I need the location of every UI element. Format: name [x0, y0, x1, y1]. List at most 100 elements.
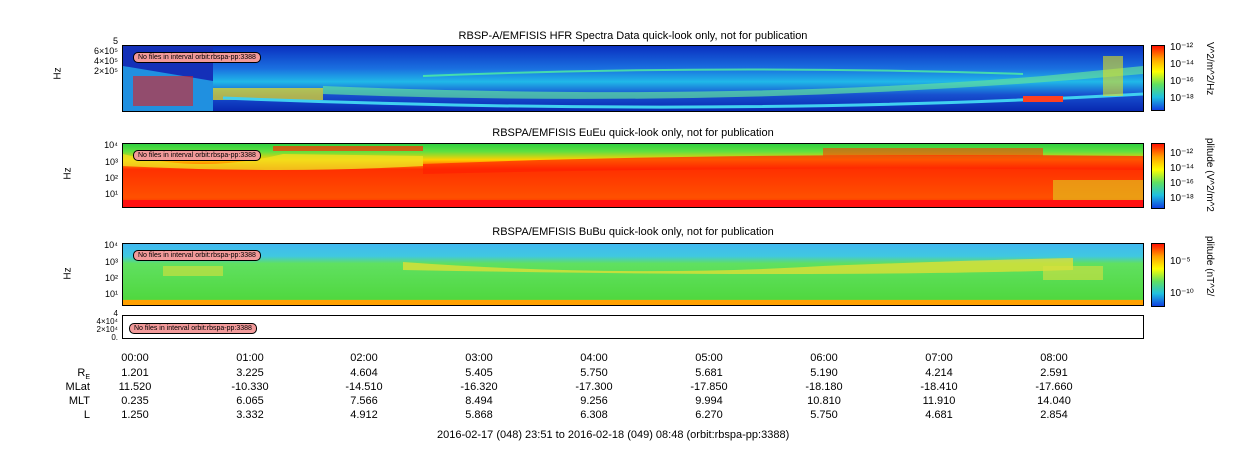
mlat-value: -10.330 — [231, 381, 269, 393]
time-label: 03:00 — [465, 352, 493, 364]
mlt-value: 8.494 — [465, 395, 493, 407]
l-value: 5.868 — [465, 409, 493, 421]
panel3-yticks: 10⁴ 10³ 10² 10¹ — [82, 240, 118, 299]
time-label: 08:00 — [1040, 352, 1068, 364]
panel1-cbticks: 10⁻¹² 10⁻¹⁴ 10⁻¹⁶ 10⁻¹⁸ — [1170, 42, 1194, 104]
bubu-spectrogram-image — [123, 244, 1143, 305]
panel1-colorbar — [1151, 45, 1165, 111]
time-label: 02:00 — [350, 352, 378, 364]
eueu-spectrogram: No files in interval orbit:rbspa-pp:3388 — [122, 143, 1144, 208]
ytick: 10³ — [104, 157, 118, 167]
mlat-value: -14.510 — [345, 381, 383, 393]
mlat-value: 11.520 — [118, 381, 152, 393]
ytick: 10³ — [104, 257, 118, 267]
hfr-spectrogram-image — [123, 46, 1143, 111]
bubu-spectrogram: No files in interval orbit:rbspa-pp:3388 — [122, 243, 1144, 306]
mlt-value: 14.040 — [1037, 395, 1071, 407]
mlt-value: 11.910 — [922, 395, 956, 407]
l-value: 1.250 — [121, 409, 149, 421]
ytick: 4×10⁴ — [96, 317, 118, 326]
l-value: 6.270 — [695, 409, 723, 421]
cbtick: 10⁻¹⁸ — [1170, 93, 1194, 104]
mlat-value: -18.180 — [805, 381, 843, 393]
ytick: 10¹ — [104, 289, 118, 299]
panel2-cbticks: 10⁻¹² 10⁻¹⁴ 10⁻¹⁶ 10⁻¹⁸ — [1170, 148, 1194, 204]
time-label: 05:00 — [695, 352, 723, 364]
panel3-cbticks: 10⁻⁵ 10⁻¹⁰ — [1170, 256, 1194, 299]
cbtick: 10⁻¹⁶ — [1170, 76, 1194, 87]
ytick: 5 — [112, 36, 118, 46]
mlt-value: 6.065 — [236, 395, 264, 407]
ytick: 2×10⁵ — [93, 66, 118, 76]
time-label: 00:00 — [121, 352, 149, 364]
hfr-spectrogram: No files in interval orbit:rbspa-pp:3388 — [122, 45, 1144, 112]
mlat-value: -17.300 — [575, 381, 613, 393]
row-label-re: RE — [77, 367, 90, 382]
no-files-note: No files in interval orbit:rbspa-pp:3388 — [129, 323, 257, 334]
panel3-ylabel: Hz — [62, 267, 74, 280]
eueu-spectrogram-image — [123, 144, 1143, 207]
ytick: 10⁴ — [104, 240, 118, 250]
mlat-value: -17.850 — [690, 381, 728, 393]
panel2-colorbar — [1151, 143, 1165, 209]
mlt-value: 0.235 — [121, 395, 149, 407]
ytick: 4×10⁵ — [93, 56, 118, 66]
l-value: 3.332 — [236, 409, 264, 421]
panel4-yticks: 4 4×10⁴ 2×10⁴ 0. — [82, 310, 118, 342]
l-value: 4.912 — [350, 409, 378, 421]
panel3-cblabel: plitude (nT^2/ — [1204, 236, 1215, 297]
cbtick: 10⁻¹⁴ — [1170, 163, 1195, 174]
panel2-title: RBSPA/EMFISIS EuEu quick-look only, not … — [492, 127, 774, 139]
l-value: 4.681 — [925, 409, 953, 421]
ytick: 4 — [113, 309, 118, 318]
mlt-value: 9.256 — [580, 395, 608, 407]
empty-panel: No files in interval orbit:rbspa-pp:3388 — [122, 315, 1144, 339]
ytick: 0. — [111, 333, 118, 342]
time-label: 06:00 — [810, 352, 838, 364]
re-value: 5.405 — [465, 367, 493, 379]
panel1-yticks: 5 6×10⁵ 4×10⁵ 2×10⁵ — [82, 36, 118, 76]
re-value: 5.750 — [580, 367, 608, 379]
row-label-mlat: MLat — [65, 381, 90, 393]
mlat-value: -17.660 — [1035, 381, 1073, 393]
ephemeris-table: RE 1.201 3.225 4.604 5.405 5.750 5.681 5… — [0, 367, 1250, 427]
re-value: 4.604 — [350, 367, 378, 379]
panel3-colorbar — [1151, 243, 1165, 307]
panel3-title: RBSPA/EMFISIS BuBu quick-look only, not … — [492, 226, 774, 238]
ytick: 10⁴ — [104, 140, 118, 150]
time-label: 07:00 — [925, 352, 953, 364]
mlat-value: -16.320 — [460, 381, 498, 393]
cbtick: 10⁻¹² — [1170, 148, 1194, 159]
cbtick: 10⁻¹⁸ — [1170, 193, 1194, 204]
re-value: 2.591 — [1040, 367, 1068, 379]
cbtick: 10⁻¹⁴ — [1170, 59, 1195, 70]
cbtick: 10⁻¹² — [1170, 42, 1194, 53]
ephemeris-times: 00:00 01:00 02:00 03:00 04:00 05:00 06:0… — [0, 352, 1250, 366]
time-label: 04:00 — [580, 352, 608, 364]
ytick: 10² — [104, 173, 118, 183]
time-label: 01:00 — [236, 352, 264, 364]
mlat-value: -18.410 — [920, 381, 958, 393]
panel1-cblabel: V^2/m^2/Hz — [1204, 42, 1215, 96]
re-value: 5.681 — [695, 367, 723, 379]
panel1-ylabel: Hz — [52, 67, 64, 80]
no-files-note: No files in interval orbit:rbspa-pp:3388 — [133, 250, 261, 261]
panel2-ylabel: Hz — [62, 167, 74, 180]
cbtick: 10⁻¹⁶ — [1170, 178, 1194, 189]
ytick: 10² — [104, 273, 118, 283]
ytick: 2×10⁴ — [96, 325, 118, 334]
row-label-mlt: MLT — [68, 395, 90, 407]
no-files-note: No files in interval orbit:rbspa-pp:3388 — [133, 52, 261, 63]
panel2-yticks: 10⁴ 10³ 10² 10¹ — [82, 140, 118, 199]
re-value: 4.214 — [925, 367, 953, 379]
mlt-value: 7.566 — [350, 395, 378, 407]
re-value: 1.201 — [121, 367, 149, 379]
cbtick: 10⁻¹⁰ — [1170, 288, 1194, 299]
mlt-value: 9.994 — [695, 395, 723, 407]
panel2-cblabel: plitude (V^2/m^2 — [1204, 138, 1215, 212]
l-value: 5.750 — [810, 409, 838, 421]
ytick: 10¹ — [104, 189, 118, 199]
time-range-footer: 2016-02-17 (048) 23:51 to 2016-02-18 (04… — [437, 429, 790, 441]
mlt-value: 10.810 — [807, 395, 841, 407]
re-value: 3.225 — [236, 367, 264, 379]
